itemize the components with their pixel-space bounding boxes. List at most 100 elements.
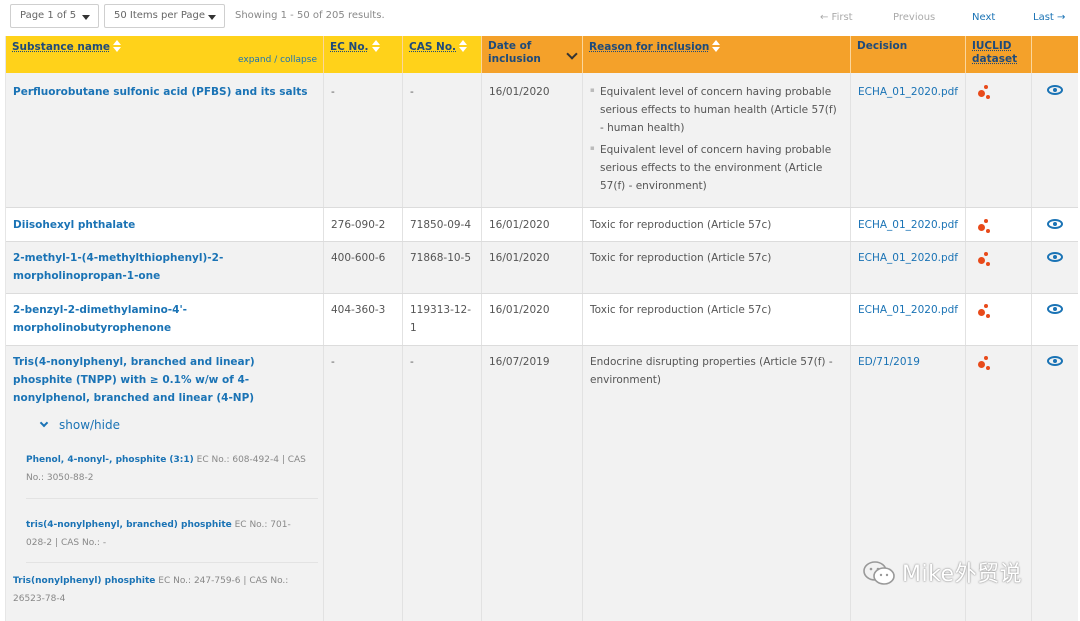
reason-cell: Equivalent level of concern having proba…	[583, 73, 851, 207]
col-reason-for-inclusion[interactable]: Reason for inclusion	[583, 36, 851, 73]
next-page-link[interactable]: Next	[972, 12, 996, 23]
reason-item: Equivalent level of concern having proba…	[590, 81, 843, 137]
date-cell: 16/01/2020	[482, 73, 583, 207]
iuclid-cell	[966, 294, 1032, 345]
sort-icon	[371, 40, 380, 52]
cas-no-cell: -	[403, 73, 482, 207]
ec-no-cell: 276-090-2	[324, 208, 403, 241]
items-per-page-select[interactable]: 50 Items per Page	[104, 4, 225, 28]
eye-icon[interactable]	[1047, 219, 1063, 229]
previous-page-link[interactable]: Previous	[893, 12, 936, 23]
reason-item: Equivalent level of concern having proba…	[590, 139, 843, 195]
table-header: Substance name expand / collapse EC No. …	[6, 36, 1078, 73]
divider	[26, 498, 318, 499]
substance-name-link[interactable]: Tris(4-nonylphenyl, branched and linear)…	[13, 356, 255, 404]
col-substance-name[interactable]: Substance name expand / collapse	[6, 36, 324, 73]
reason-cell: Toxic for reproduction (Article 57c)	[583, 294, 851, 345]
decision-cell: ECHA_01_2020.pdf	[851, 73, 966, 207]
eye-icon[interactable]	[1047, 252, 1063, 262]
cas-no-cell: 119313-12-1	[403, 294, 482, 345]
view-cell	[1032, 242, 1078, 293]
view-cell	[1032, 346, 1078, 621]
col-decision: Decision	[851, 36, 966, 73]
iuclid-icon[interactable]	[977, 252, 991, 266]
first-page-link[interactable]: ← First	[820, 12, 853, 23]
iuclid-icon[interactable]	[977, 304, 991, 318]
sort-icon	[712, 40, 721, 52]
substance-name-cell: Perfluorobutane sulfonic acid (PFBS) and…	[6, 73, 324, 207]
table-row: 2-benzyl-2-dimethylamino-4'-morpholinobu…	[6, 294, 1078, 346]
results-count: Showing 1 - 50 of 205 results.	[235, 10, 385, 21]
iuclid-cell	[966, 242, 1032, 293]
iuclid-icon[interactable]	[977, 219, 991, 233]
ec-no-cell: -	[324, 346, 403, 621]
page-select[interactable]: Page 1 of 5	[10, 4, 99, 28]
page-select-value: Page 1 of 5	[20, 10, 77, 21]
ec-no-cell: -	[324, 73, 403, 207]
cas-no-cell: -	[403, 346, 482, 621]
table-row: Perfluorobutane sulfonic acid (PFBS) and…	[6, 73, 1078, 208]
substance-name-cell: 2-methyl-1-(4-methylthiophenyl)-2-morpho…	[6, 242, 324, 293]
decision-cell: ECHA_01_2020.pdf	[851, 208, 966, 241]
decision-link[interactable]: ECHA_01_2020.pdf	[858, 219, 958, 231]
items-per-page-value: 50 Items per Page	[114, 10, 206, 21]
substances-table: Substance name expand / collapse EC No. …	[5, 36, 1078, 621]
date-cell: 16/01/2020	[482, 208, 583, 241]
show-hide-toggle[interactable]: show/hide	[39, 416, 120, 434]
substance-name-link[interactable]: 2-methyl-1-(4-methylthiophenyl)-2-morpho…	[13, 252, 224, 282]
substance-name-link[interactable]: Diisohexyl phthalate	[13, 219, 136, 231]
date-cell: 16/01/2020	[482, 242, 583, 293]
substance-name-cell: Diisohexyl phthalate	[6, 208, 324, 241]
view-cell	[1032, 208, 1078, 241]
eye-icon[interactable]	[1047, 85, 1063, 95]
cas-no-cell: 71850-09-4	[403, 208, 482, 241]
col-cas-no[interactable]: CAS No.	[403, 36, 482, 73]
substance-name-cell: Tris(4-nonylphenyl, branched and linear)…	[6, 346, 324, 621]
reason-cell: Toxic for reproduction (Article 57c)	[583, 208, 851, 241]
reason-cell: Endocrine disrupting properties (Article…	[583, 346, 851, 621]
col-date-of-inclusion[interactable]: Date of inclusion	[482, 36, 583, 73]
pagination-bar: Page 1 of 5 50 Items per Page Showing 1 …	[0, 0, 1080, 35]
iuclid-cell	[966, 208, 1032, 241]
eye-icon[interactable]	[1047, 304, 1063, 314]
iuclid-icon[interactable]	[977, 85, 991, 99]
cas-no-cell: 71868-10-5	[403, 242, 482, 293]
decision-cell: ECHA_01_2020.pdf	[851, 294, 966, 345]
date-cell: 16/07/2019	[482, 346, 583, 621]
table-row: Diisohexyl phthalate 276-090-2 71850-09-…	[6, 208, 1078, 242]
chevron-down-icon	[39, 418, 49, 428]
wechat-icon	[863, 561, 895, 585]
ec-no-cell: 404-360-3	[324, 294, 403, 345]
sub-substance: Tris(nonylphenyl) phosphite EC No.: 247-…	[13, 576, 289, 604]
iuclid-cell	[966, 73, 1032, 207]
last-page-link[interactable]: Last →	[1033, 12, 1066, 23]
watermark-text: Mike外贸说	[902, 562, 1023, 587]
substance-name-cell: 2-benzyl-2-dimethylamino-4'-morpholinobu…	[6, 294, 324, 345]
decision-cell: ECHA_01_2020.pdf	[851, 242, 966, 293]
date-cell: 16/01/2020	[482, 294, 583, 345]
sort-descending-icon	[566, 48, 578, 60]
caret-down-icon	[82, 15, 90, 20]
decision-link[interactable]: ECHA_01_2020.pdf	[858, 86, 958, 98]
expand-collapse-link[interactable]: expand / collapse	[237, 55, 317, 65]
col-view	[1032, 36, 1078, 73]
caret-down-icon	[208, 15, 216, 20]
watermark: Mike外贸说	[862, 556, 1022, 588]
view-cell	[1032, 294, 1078, 345]
reason-cell: Toxic for reproduction (Article 57c)	[583, 242, 851, 293]
decision-link[interactable]: ECHA_01_2020.pdf	[858, 304, 958, 316]
eye-icon[interactable]	[1047, 356, 1063, 366]
sort-icon	[113, 40, 122, 52]
substance-name-link[interactable]: Perfluorobutane sulfonic acid (PFBS) and…	[13, 86, 308, 98]
sub-substance: tris(4-nonylphenyl, branched) phosphite …	[26, 520, 291, 548]
sort-icon	[459, 40, 468, 52]
decision-link[interactable]: ECHA_01_2020.pdf	[858, 252, 958, 264]
decision-cell: ED/71/2019	[851, 346, 966, 621]
col-ec-no[interactable]: EC No.	[324, 36, 403, 73]
decision-link[interactable]: ED/71/2019	[858, 356, 920, 368]
table-row: Tris(4-nonylphenyl, branched and linear)…	[6, 346, 1078, 621]
iuclid-icon[interactable]	[977, 356, 991, 370]
substance-name-link[interactable]: 2-benzyl-2-dimethylamino-4'-morpholinobu…	[13, 304, 188, 334]
ec-no-cell: 400-600-6	[324, 242, 403, 293]
col-iuclid-dataset: IUCLID dataset	[966, 36, 1032, 73]
